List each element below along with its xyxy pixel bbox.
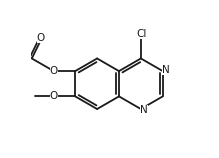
Text: O: O	[37, 33, 45, 43]
Text: N: N	[140, 105, 148, 115]
Text: O: O	[49, 66, 58, 76]
Text: Cl: Cl	[136, 29, 147, 39]
Text: N: N	[162, 65, 170, 76]
Text: O: O	[49, 91, 58, 101]
